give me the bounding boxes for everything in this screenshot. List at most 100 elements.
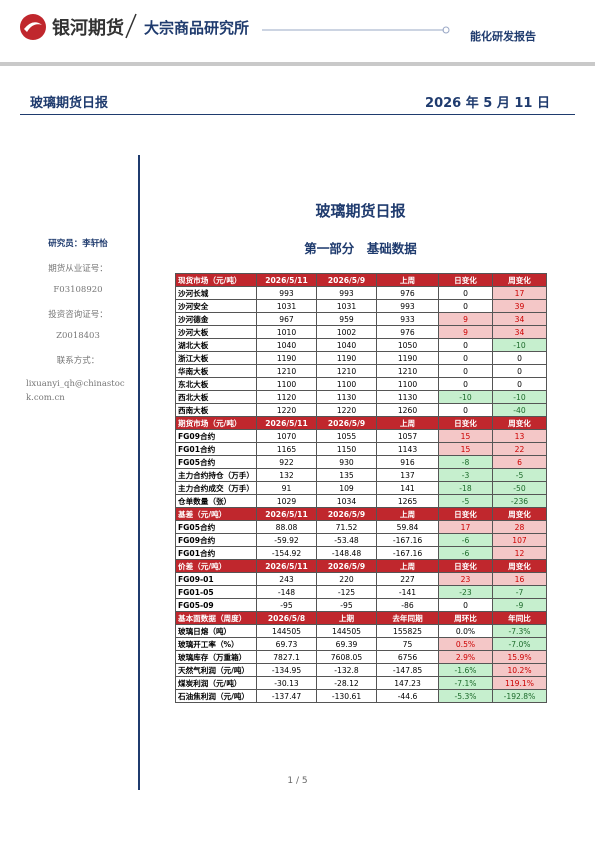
logo xyxy=(20,14,46,40)
cell: -134.95 xyxy=(256,663,317,677)
header-cell: 日变化 xyxy=(438,416,493,430)
cell: -95 xyxy=(256,598,317,612)
header-cell: 上周 xyxy=(376,507,439,521)
cell: -10 xyxy=(492,390,547,404)
cell: -50 xyxy=(492,481,547,495)
header-cell: 日变化 xyxy=(438,507,493,521)
cell: 1130 xyxy=(316,390,377,404)
row-label: FG05合约 xyxy=(175,520,257,534)
cell: 1265 xyxy=(376,494,439,508)
subtitle: 第一部分 基础数据 xyxy=(304,241,417,256)
institute: 大宗商品研究所 xyxy=(144,19,250,37)
title: 玻璃期货日报 xyxy=(315,202,406,220)
row-label: 沙河德金 xyxy=(175,312,257,326)
cell: 0 xyxy=(438,377,493,391)
header-bar xyxy=(0,62,595,66)
cell: 1031 xyxy=(256,299,317,313)
row-label: FG01-05 xyxy=(175,585,257,599)
cell: 930 xyxy=(316,455,377,469)
row-label: FG05-09 xyxy=(175,598,257,612)
row-label: 天然气利润（元/吨） xyxy=(175,663,257,677)
row-label: 玻璃库存（万重箱） xyxy=(175,650,257,664)
cell: 7827.1 xyxy=(256,650,317,664)
license: F03108920 xyxy=(53,285,103,295)
cell: 119.1% xyxy=(492,676,547,690)
table-row: FG01-05 -148 -125 -141 -23 -7 xyxy=(175,585,547,599)
data-table: 现货市场（元/吨） 2026/5/11 2026/5/9 上周 日变化 周变化 沙河长城 99… xyxy=(175,273,547,703)
section-header: 现货市场（元/吨） 2026/5/11 2026/5/9 上周 日变化 周变化 xyxy=(175,273,547,287)
license-label: 期货从业证号： xyxy=(48,264,108,274)
table-row: 主力合约成交（万手） 91 109 141 -18 -50 xyxy=(175,481,547,495)
row-label: 沙河大板 xyxy=(175,325,257,339)
section-header: 基本面数据（周度） 2026/5/8 上期 去年同期 周环比 年同比 xyxy=(175,611,547,625)
cell: -236 xyxy=(492,494,547,508)
table-row: 煤炭利润（元/吨） -30.13 -28.12 147.23 -7.1% 119.1% xyxy=(175,676,547,690)
cell: -5 xyxy=(492,468,547,482)
cell: 137 xyxy=(376,468,439,482)
cell: 1050 xyxy=(376,338,439,352)
cell: 0 xyxy=(492,377,547,391)
cell: 1057 xyxy=(376,429,439,443)
cell: 91 xyxy=(256,481,317,495)
cell: 69.73 xyxy=(256,637,317,651)
row-label: FG05合约 xyxy=(175,455,257,469)
cell: -7.1% xyxy=(438,676,493,690)
cell: 0 xyxy=(438,286,493,300)
cell: 1100 xyxy=(316,377,377,391)
cell: 144505 xyxy=(256,624,317,638)
section-header: 价差（元/吨） 2026/5/11 2026/5/9 上周 日变化 周变化 xyxy=(175,559,547,573)
cell: -192.8% xyxy=(492,689,547,703)
cell: 10.2% xyxy=(492,663,547,677)
page-number: 1 / 5 xyxy=(287,776,308,786)
header-cell: 基差（元/吨） xyxy=(175,507,257,521)
header-cell: 日变化 xyxy=(438,273,493,287)
cell: 1260 xyxy=(376,403,439,417)
header-cell: 2026/5/9 xyxy=(316,559,377,573)
cell: 71.52 xyxy=(316,520,377,534)
cell: -3 xyxy=(438,468,493,482)
cell: 69.39 xyxy=(316,637,377,651)
cell: -1.6% xyxy=(438,663,493,677)
cell: 993 xyxy=(376,299,439,313)
cell: 1070 xyxy=(256,429,317,443)
cell: 959 xyxy=(316,312,377,326)
row-label: 华南大板 xyxy=(175,364,257,378)
cell: 22 xyxy=(492,442,547,456)
cell: 16 xyxy=(492,572,547,586)
cell: 967 xyxy=(256,312,317,326)
row-label: 西北大板 xyxy=(175,390,257,404)
cell: -148 xyxy=(256,585,317,599)
table-row: 沙河大板 1010 1002 976 9 34 xyxy=(175,325,547,339)
cell: -23 xyxy=(438,585,493,599)
header-cell: 2026/5/11 xyxy=(256,273,317,287)
cell: 0.0% xyxy=(438,624,493,638)
table-row: 石油焦利润（元/吨） -137.47 -130.61 -44.6 -5.3% -192.8… xyxy=(175,689,547,703)
cell: 39 xyxy=(492,299,547,313)
header-cell: 去年同期 xyxy=(376,611,439,625)
row-label: 浙江大板 xyxy=(175,351,257,365)
cell: -40 xyxy=(492,403,547,417)
cell: 1029 xyxy=(256,494,317,508)
cell: 0 xyxy=(438,598,493,612)
cell: 1190 xyxy=(256,351,317,365)
header-cell: 2026/5/9 xyxy=(316,507,377,521)
consult-label: 投资咨询证号： xyxy=(48,310,108,320)
cell: 7608.05 xyxy=(316,650,377,664)
cell: -30.13 xyxy=(256,676,317,690)
cell: -10 xyxy=(438,390,493,404)
cell: 15 xyxy=(438,442,493,456)
cell: 1210 xyxy=(256,364,317,378)
report-date: 2026 年 5 月 11 日 xyxy=(425,96,550,111)
header-cell: 2026/5/11 xyxy=(256,559,317,573)
cell: 1210 xyxy=(316,364,377,378)
cell: -10 xyxy=(492,338,547,352)
email: lixuanyi_qh@chinastock.com.cn xyxy=(26,379,125,403)
cell: -147.85 xyxy=(376,663,439,677)
cell: 9 xyxy=(438,312,493,326)
header-cell: 期货市场（元/吨） xyxy=(175,416,257,430)
row-label: 煤炭利润（元/吨） xyxy=(175,676,257,690)
cell: 12 xyxy=(492,546,547,560)
cell: 1165 xyxy=(256,442,317,456)
cell: 23 xyxy=(438,572,493,586)
